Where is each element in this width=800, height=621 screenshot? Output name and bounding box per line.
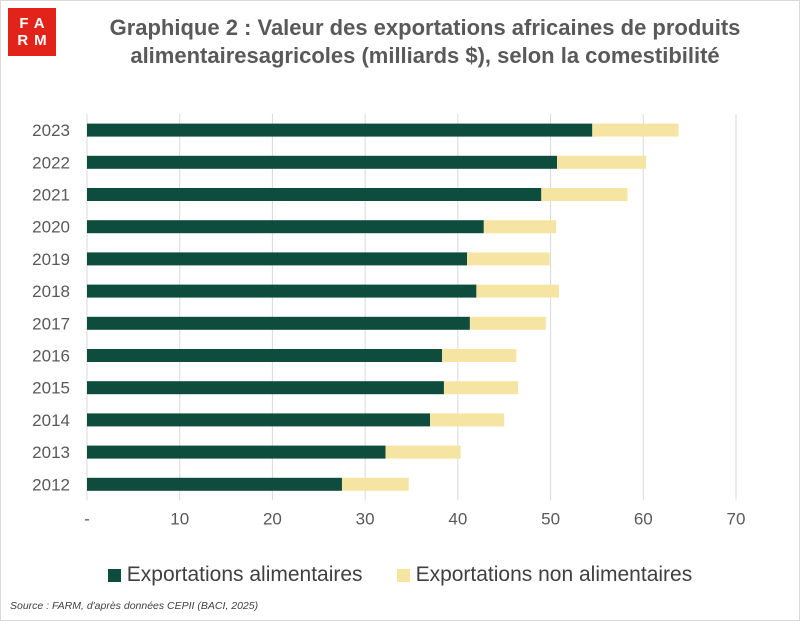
bar-nonfood-2017 (469, 316, 546, 330)
bar-food-2014 (87, 413, 431, 427)
x-tick-label: 50 (541, 509, 560, 528)
bar-nonfood-2023 (592, 123, 679, 137)
legend: Exportations alimentaires Exportations n… (0, 563, 800, 587)
y-tick-label: 2022 (32, 153, 70, 172)
bar-nonfood-2013 (385, 445, 461, 459)
y-tick-labels: 2023 2022 2021 2020 2019 2018 2017 2016 2015 2014… (32, 121, 70, 494)
x-tick-label: 60 (634, 509, 653, 528)
bar-nonfood-2018 (476, 284, 559, 298)
bar-nonfood-2021 (541, 188, 628, 201)
y-tick-label: 2023 (32, 121, 70, 140)
bar-food-2021 (87, 188, 542, 201)
x-tick-label: 30 (356, 509, 375, 528)
logo-line-2: RM (17, 32, 53, 49)
y-tick-label: 2017 (32, 314, 70, 333)
bar-chart: 2023 2022 2021 2020 2019 2018 2017 2016 2015 2014… (32, 114, 745, 528)
y-tick-label: 2021 (32, 186, 70, 205)
bar-nonfood-2014 (430, 413, 505, 427)
y-tick-label: 2020 (32, 218, 70, 237)
legend-item-food: Exportations alimentaires (107, 563, 363, 587)
y-tick-label: 2018 (32, 282, 70, 301)
y-tick-label: 2015 (32, 379, 70, 398)
bar-food-2015 (87, 381, 444, 395)
bar-food-2017 (87, 316, 470, 330)
legend-label-nonfood: Exportations non alimentaires (415, 563, 693, 586)
bar-nonfood-2012 (341, 477, 409, 491)
x-tick-label: 20 (263, 509, 282, 528)
x-tick-label: - (84, 509, 90, 528)
bar-food-2023 (87, 123, 593, 137)
bars (87, 123, 679, 491)
farm-logo: FA RM (8, 8, 56, 56)
legend-label-food: Exportations alimentaires (126, 563, 363, 586)
x-tick-label: 70 (727, 509, 746, 528)
legend-item-nonfood: Exportations non alimentaires (396, 563, 693, 587)
y-tick-label: 2013 (32, 443, 70, 462)
bar-food-2016 (87, 349, 443, 362)
bar-nonfood-2015 (443, 381, 519, 395)
bar-nonfood-2022 (557, 155, 647, 169)
legend-swatch-food (107, 568, 121, 582)
legend-swatch-nonfood (396, 568, 410, 582)
bar-nonfood-2016 (442, 349, 517, 362)
y-tick-label: 2014 (32, 411, 70, 430)
chart-title: Graphique 2 : Valeur des exportations af… (109, 15, 741, 68)
bar-food-2019 (87, 252, 468, 266)
y-tick-label: 2012 (32, 475, 70, 494)
y-tick-label: 2016 (32, 347, 70, 366)
bar-nonfood-2019 (467, 252, 550, 266)
logo-line-1: FA (19, 15, 51, 32)
x-tick-label: 10 (170, 509, 189, 528)
bar-food-2020 (87, 220, 484, 234)
gridlines (86, 114, 737, 501)
x-tick-labels: - 10 20 30 40 50 60 70 (84, 509, 745, 528)
source-note: Source : FARM, d'après données CEPII (BA… (10, 600, 259, 612)
bar-food-2013 (87, 445, 386, 459)
bar-food-2018 (87, 284, 477, 298)
bar-food-2012 (87, 477, 342, 491)
y-tick-label: 2019 (32, 250, 70, 269)
bar-nonfood-2020 (483, 220, 557, 234)
bar-food-2022 (87, 155, 558, 169)
x-tick-label: 40 (448, 509, 467, 528)
